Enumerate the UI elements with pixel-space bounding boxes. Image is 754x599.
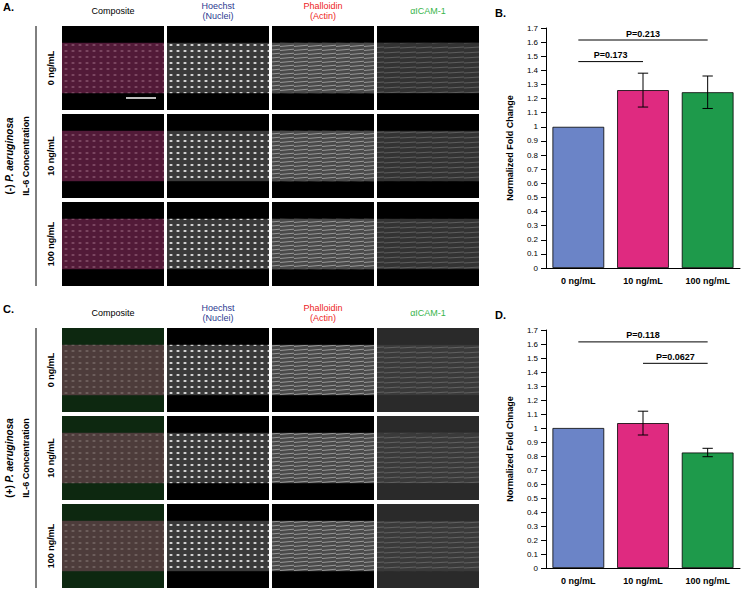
svg-text:(Nuclei): (Nuclei) xyxy=(202,313,233,323)
svg-text:1.2: 1.2 xyxy=(527,396,539,405)
svg-text:100 ng/mL: 100 ng/mL xyxy=(46,523,56,568)
svg-text:αICAM-1: αICAM-1 xyxy=(410,308,446,318)
svg-text:(Actin): (Actin) xyxy=(310,313,336,323)
svg-text:1.5: 1.5 xyxy=(527,354,539,363)
svg-text:P=0.118: P=0.118 xyxy=(626,330,659,340)
svg-text:C.: C. xyxy=(3,303,14,315)
svg-text:P=0.0627: P=0.0627 xyxy=(656,352,695,362)
svg-text:(Actin): (Actin) xyxy=(310,11,336,21)
svg-text:Phalloidin: Phalloidin xyxy=(303,303,342,313)
svg-text:1.7: 1.7 xyxy=(527,326,539,335)
svg-text:0 ng/mL: 0 ng/mL xyxy=(46,352,56,387)
svg-text:100 ng/mL: 100 ng/mL xyxy=(46,221,56,266)
svg-text:10 ng/mL: 10 ng/mL xyxy=(623,576,663,586)
svg-text:0.4: 0.4 xyxy=(527,207,539,216)
svg-text:1.7: 1.7 xyxy=(527,24,539,33)
svg-text:(+) P. aeruginosa: (+) P. aeruginosa xyxy=(4,418,15,498)
svg-text:1: 1 xyxy=(534,424,539,433)
svg-text:0.5: 0.5 xyxy=(527,193,539,202)
svg-text:1: 1 xyxy=(534,122,539,131)
svg-text:0.6: 0.6 xyxy=(527,179,539,188)
svg-text:0.9: 0.9 xyxy=(527,136,539,145)
svg-text:1.3: 1.3 xyxy=(527,382,539,391)
svg-text:0.3: 0.3 xyxy=(527,221,539,230)
svg-text:D.: D. xyxy=(495,309,506,321)
svg-text:Composite: Composite xyxy=(91,308,134,318)
svg-text:0.8: 0.8 xyxy=(527,452,539,461)
svg-text:P=0.213: P=0.213 xyxy=(626,29,660,39)
svg-text:100 ng/mL: 100 ng/mL xyxy=(685,276,730,286)
svg-text:10 ng/mL: 10 ng/mL xyxy=(623,276,663,286)
svg-text:0 ng/mL: 0 ng/mL xyxy=(561,576,596,586)
svg-text:0.1: 0.1 xyxy=(527,550,539,559)
svg-text:1.6: 1.6 xyxy=(527,340,539,349)
svg-text:1.2: 1.2 xyxy=(527,94,539,103)
svg-text:(-) P. aeruginosa: (-) P. aeruginosa xyxy=(4,117,15,195)
svg-text:0.7: 0.7 xyxy=(527,466,539,475)
svg-text:P=0.173: P=0.173 xyxy=(594,50,628,60)
svg-text:1.3: 1.3 xyxy=(527,80,539,89)
svg-text:0.3: 0.3 xyxy=(527,522,539,531)
svg-text:10 ng/mL: 10 ng/mL xyxy=(46,136,56,176)
svg-text:IL-6 Concentration: IL-6 Concentration xyxy=(21,116,31,196)
svg-text:1.1: 1.1 xyxy=(527,410,539,419)
svg-text:0.9: 0.9 xyxy=(527,438,539,447)
svg-text:1.6: 1.6 xyxy=(527,38,539,47)
svg-text:IL-6 Concentration: IL-6 Concentration xyxy=(21,418,31,498)
svg-text:B.: B. xyxy=(495,7,506,19)
svg-text:0.1: 0.1 xyxy=(527,249,539,258)
svg-text:0.2: 0.2 xyxy=(527,536,539,545)
svg-text:0.4: 0.4 xyxy=(527,508,539,517)
svg-text:0: 0 xyxy=(534,264,539,273)
svg-text:Hoechst: Hoechst xyxy=(201,303,235,313)
svg-text:Normalized Fold Change: Normalized Fold Change xyxy=(505,95,515,201)
svg-text:10 ng/mL: 10 ng/mL xyxy=(46,438,56,478)
svg-text:(Nuclei): (Nuclei) xyxy=(202,11,233,21)
svg-text:Phalloidin: Phalloidin xyxy=(303,1,342,11)
svg-text:1.4: 1.4 xyxy=(527,66,539,75)
svg-text:αICAM-1: αICAM-1 xyxy=(410,6,446,16)
svg-text:0.8: 0.8 xyxy=(527,151,539,160)
svg-text:0 ng/mL: 0 ng/mL xyxy=(46,50,56,85)
svg-text:A.: A. xyxy=(3,1,14,13)
svg-text:1.4: 1.4 xyxy=(527,368,539,377)
svg-text:1.5: 1.5 xyxy=(527,52,539,61)
svg-text:Normalized Fold Chnage: Normalized Fold Chnage xyxy=(505,396,515,502)
svg-text:0: 0 xyxy=(534,564,539,573)
svg-text:0.7: 0.7 xyxy=(527,165,539,174)
svg-text:0.2: 0.2 xyxy=(527,235,539,244)
svg-text:0.6: 0.6 xyxy=(527,480,539,489)
svg-text:0.5: 0.5 xyxy=(527,494,539,503)
svg-text:100 ng/mL: 100 ng/mL xyxy=(685,576,730,586)
svg-text:0 ng/mL: 0 ng/mL xyxy=(561,276,596,286)
svg-text:Hoechst: Hoechst xyxy=(201,1,235,11)
svg-text:Composite: Composite xyxy=(91,6,134,16)
svg-text:1.1: 1.1 xyxy=(527,108,539,117)
